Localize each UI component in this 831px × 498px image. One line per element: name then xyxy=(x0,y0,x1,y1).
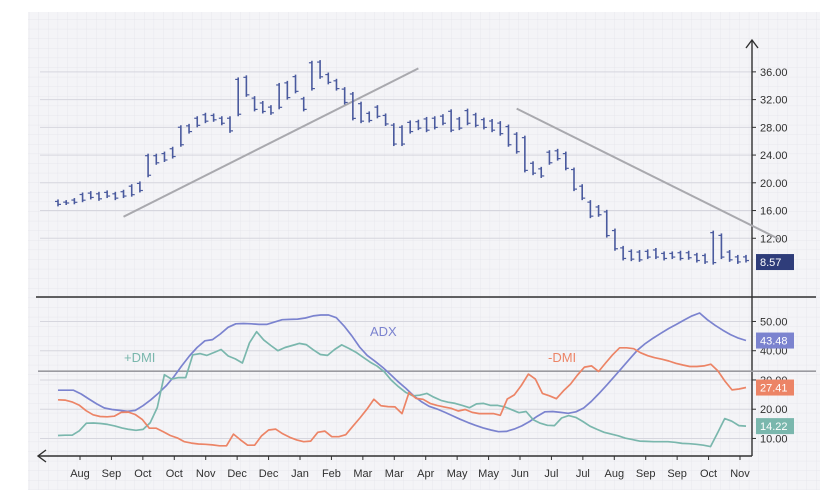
indicator-last-value-badge xyxy=(756,418,794,435)
x-axis-tick-label: Jun xyxy=(511,468,529,480)
x-axis-tick-label: Aug xyxy=(70,468,90,480)
x-axis-tick-label: Jan xyxy=(291,468,309,480)
x-axis-tick-label: May xyxy=(447,468,468,480)
x-axis-tick-label: Jul xyxy=(544,468,558,480)
indicator-last-value: 14.22 xyxy=(760,421,788,433)
price-y-tick-label: 12.00 xyxy=(760,233,788,245)
x-axis-tick-label: Nov xyxy=(196,468,216,480)
price-y-tick-label: 28.00 xyxy=(760,122,788,134)
x-axis-tick-label: Nov xyxy=(730,468,750,480)
last-price-badge xyxy=(756,254,794,271)
x-axis-tick-label: Aug xyxy=(604,468,624,480)
x-axis-tick-label: Sep xyxy=(102,468,122,480)
series-line-dmi xyxy=(57,346,747,447)
trendline xyxy=(123,67,419,218)
x-axis-tick-label: Dec xyxy=(227,468,247,480)
indicator-y-tick-label: 50.00 xyxy=(760,316,788,328)
x-axis-tick-label: May xyxy=(478,468,499,480)
x-axis-arrow-icon xyxy=(36,449,47,463)
x-axis-tick-label: Apr xyxy=(417,468,434,480)
series-annotation: ADX xyxy=(370,324,397,339)
indicator-last-value: 43.48 xyxy=(760,336,788,348)
x-axis-tick-label: Oct xyxy=(700,468,717,480)
x-axis-tick-label: Mar xyxy=(385,468,404,480)
x-axis-tick-label: Mar xyxy=(353,468,372,480)
indicator-last-value-badge xyxy=(756,332,794,349)
trendline xyxy=(516,107,780,240)
price-y-tick-label: 32.00 xyxy=(760,95,788,107)
x-axis-tick-label: Dec xyxy=(259,468,279,480)
x-axis-tick-label: Oct xyxy=(166,468,183,480)
x-axis-tick-label: Feb xyxy=(322,468,341,480)
x-axis-tick-label: Oct xyxy=(134,468,151,480)
last-price-value: 8.57 xyxy=(760,257,781,269)
x-axis-tick-label: Jul xyxy=(576,468,590,480)
x-axis-tick-label: Sep xyxy=(667,468,687,480)
indicator-y-tick-label: 10.00 xyxy=(760,433,788,445)
price-y-tick-label: 36.00 xyxy=(760,67,788,79)
chart-overlay: 12.00 16.00 20.00 24.00 28.00 32.00 36.00 10.00… xyxy=(36,38,816,480)
price-y-tick-label: 20.00 xyxy=(760,178,788,190)
indicator-last-value: 27.41 xyxy=(760,383,788,395)
price-y-tick-label: 24.00 xyxy=(760,150,788,162)
series-annotation: -DMI xyxy=(548,350,576,365)
price-y-tick-label: 16.00 xyxy=(760,206,788,218)
indicator-y-tick-label: 40.00 xyxy=(760,346,788,358)
series-line-dmi xyxy=(57,330,747,448)
chart-grid xyxy=(28,12,820,490)
y-axis-arrow-icon xyxy=(745,38,759,49)
series-annotation: +DMI xyxy=(124,350,155,365)
indicator-y-tick-label: 20.00 xyxy=(760,404,788,416)
indicator-last-value-badge xyxy=(756,379,794,396)
x-axis-tick-label: Sep xyxy=(636,468,656,480)
